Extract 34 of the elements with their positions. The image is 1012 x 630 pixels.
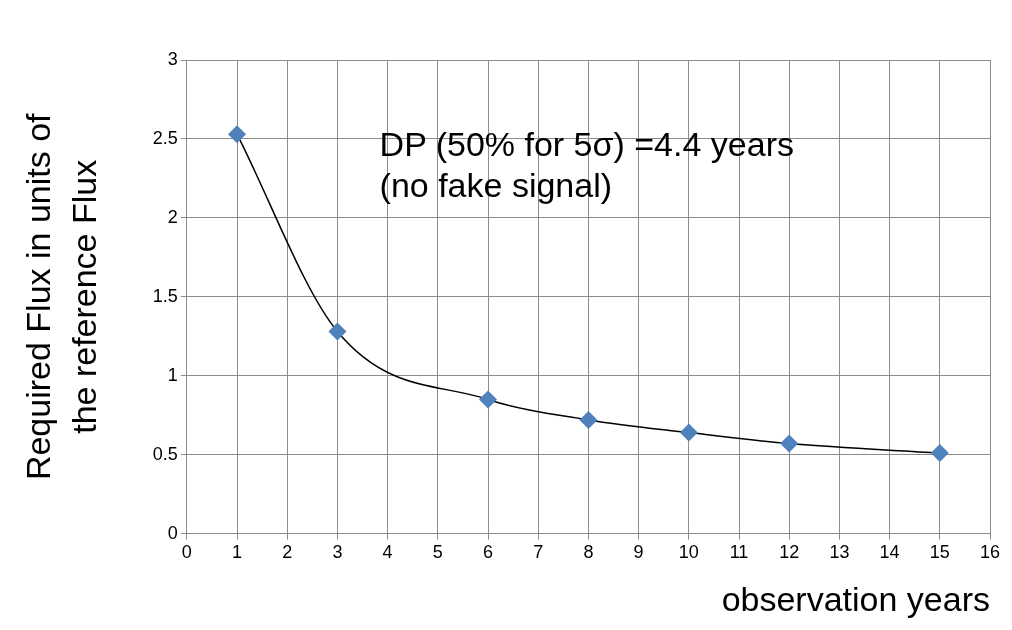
point <box>930 444 949 463</box>
point <box>679 423 698 442</box>
y-tick-label: 0.5 <box>152 443 178 464</box>
x-tick-label: 11 <box>729 542 749 563</box>
y-tick-label: 3 <box>167 48 178 69</box>
y-tick-label: 2 <box>167 206 178 227</box>
point <box>228 125 247 144</box>
point <box>479 390 498 409</box>
x-tick-label: 10 <box>678 542 699 563</box>
x-tick-label: 14 <box>879 542 900 563</box>
point <box>328 322 347 341</box>
x-tick-label: 9 <box>633 542 644 563</box>
x-tick-label: 12 <box>779 542 800 563</box>
x-axis-title: observation years <box>721 579 990 618</box>
x-tick-label: 3 <box>332 542 343 563</box>
x-tick-label: 16 <box>979 542 1001 563</box>
x-tick-label: 2 <box>282 542 293 563</box>
x-tick-label: 6 <box>483 542 494 563</box>
x-tick-label: 8 <box>583 542 594 563</box>
x-tick-label: 0 <box>181 542 192 563</box>
x-tick-label: 15 <box>929 542 950 563</box>
annotation: DP (50% for 5σ) =4.4 years (no fake signal) <box>379 125 794 205</box>
point <box>780 434 799 453</box>
x-tick-label: 5 <box>432 542 443 563</box>
y-tick-label: 2.5 <box>152 127 178 148</box>
y-tick-label: 1.5 <box>152 285 178 306</box>
x-tick-label: 13 <box>829 542 850 563</box>
y-tick-label: 1 <box>167 364 178 385</box>
y-axis-title: Required Flux in units of the reference Flux <box>19 112 104 481</box>
y-tick-label: 0 <box>167 522 178 543</box>
point <box>579 410 598 429</box>
x-tick-label: 1 <box>232 542 243 563</box>
x-tick-label: 7 <box>533 542 544 563</box>
x-tick-label: 4 <box>382 542 393 563</box>
